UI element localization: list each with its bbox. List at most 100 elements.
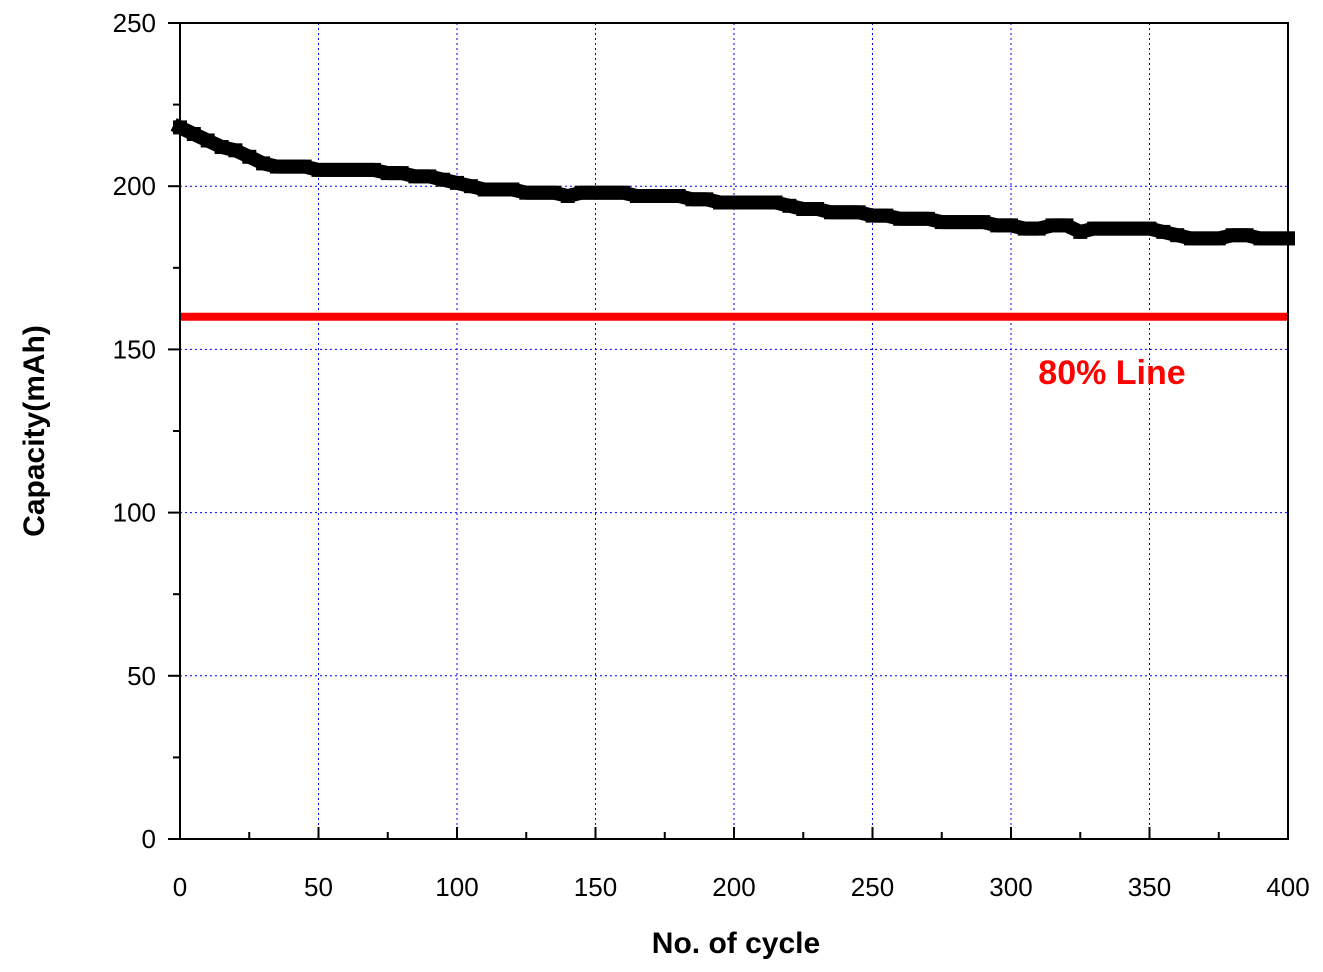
grid-lines — [180, 23, 1288, 839]
data-point — [796, 202, 811, 216]
data-point — [1114, 221, 1129, 236]
x-tick-label: 150 — [574, 872, 617, 902]
data-point — [1128, 221, 1143, 236]
data-point — [339, 162, 354, 177]
data-point — [325, 162, 340, 177]
data-point — [269, 159, 284, 174]
data-point — [1197, 231, 1212, 246]
data-point — [519, 185, 534, 200]
data-point — [990, 218, 1005, 233]
data-point — [547, 185, 561, 200]
x-tick-label: 250 — [851, 872, 894, 902]
data-point — [685, 192, 700, 207]
data-point — [283, 159, 298, 174]
x-tick-label: 50 — [304, 872, 333, 902]
data-point — [533, 185, 548, 200]
data-point — [1267, 231, 1282, 246]
data-point — [186, 127, 201, 141]
data-point — [1142, 221, 1157, 236]
data-point — [920, 211, 935, 226]
data-point — [1045, 218, 1060, 233]
plot-frame — [179, 22, 1289, 840]
data-point — [630, 189, 644, 203]
tick-labels: 0 50 100 150 200 250 300 350 400 0 50 100 150 200 250 — [113, 8, 1310, 902]
data-point — [671, 189, 686, 203]
data-point — [1225, 228, 1240, 243]
data-point — [962, 215, 977, 230]
data-point — [242, 149, 257, 164]
data-point — [1073, 224, 1088, 239]
data-point — [491, 182, 506, 197]
data-point — [1087, 221, 1102, 236]
data-point — [214, 140, 229, 154]
data-point — [657, 189, 672, 203]
data-point — [1031, 221, 1046, 236]
data-point — [602, 185, 617, 200]
x-tick-label: 0 — [173, 872, 187, 902]
data-point — [1101, 221, 1115, 236]
data-point — [907, 211, 921, 226]
data-point — [560, 189, 575, 203]
y-tick-label: 100 — [113, 498, 156, 528]
data-point — [865, 208, 880, 223]
y-tick-label: 250 — [113, 8, 156, 38]
data-point — [228, 143, 243, 158]
data-point — [200, 133, 215, 148]
series-group — [170, 118, 1295, 246]
data-point — [851, 205, 866, 220]
data-point — [643, 189, 658, 203]
data-point — [1184, 231, 1198, 246]
data-point — [768, 195, 783, 210]
reference-line-label: 80% Line — [1038, 354, 1185, 392]
y-tick-label: 50 — [127, 661, 156, 691]
data-point — [1059, 218, 1074, 233]
data-point — [1253, 231, 1268, 246]
data-point — [948, 215, 963, 230]
y-tick-label: 0 — [142, 824, 156, 854]
x-tick-label: 100 — [435, 872, 478, 902]
data-point — [740, 195, 755, 210]
axes — [168, 22, 1289, 840]
data-point — [893, 211, 908, 226]
data-point — [574, 185, 589, 200]
data-point — [879, 208, 894, 223]
data-point — [297, 159, 312, 174]
data-point — [353, 162, 368, 177]
data-point — [450, 175, 464, 190]
data-point — [366, 162, 381, 177]
y-tick-label: 200 — [113, 171, 156, 201]
data-point — [588, 185, 603, 200]
data-point — [754, 195, 769, 210]
data-point — [810, 202, 825, 216]
data-point — [1239, 228, 1254, 243]
data-point — [422, 169, 437, 184]
data-point — [436, 172, 451, 187]
x-axis-label: No. of cycle — [652, 927, 820, 960]
data-point — [699, 192, 714, 207]
data-point — [477, 182, 492, 197]
x-tick-label: 200 — [712, 872, 755, 902]
data-point — [505, 182, 520, 197]
data-point — [408, 169, 423, 184]
data-point — [616, 185, 631, 200]
data-point — [394, 166, 409, 181]
data-point — [1156, 224, 1171, 239]
data-point — [311, 162, 326, 177]
data-point — [713, 195, 728, 210]
data-point — [380, 166, 395, 181]
data-point — [1170, 228, 1185, 243]
y-tick-label: 150 — [113, 334, 156, 364]
data-point — [1004, 218, 1018, 233]
data-point — [976, 215, 991, 230]
data-point — [256, 156, 271, 171]
data-point — [463, 179, 478, 194]
data-point — [782, 198, 797, 213]
x-tick-label: 400 — [1266, 872, 1309, 902]
y-axis-label: Capacity(mAh) — [18, 325, 51, 537]
x-tick-label: 300 — [989, 872, 1032, 902]
data-point — [824, 205, 838, 220]
data-point — [727, 195, 741, 210]
data-point — [934, 215, 949, 230]
